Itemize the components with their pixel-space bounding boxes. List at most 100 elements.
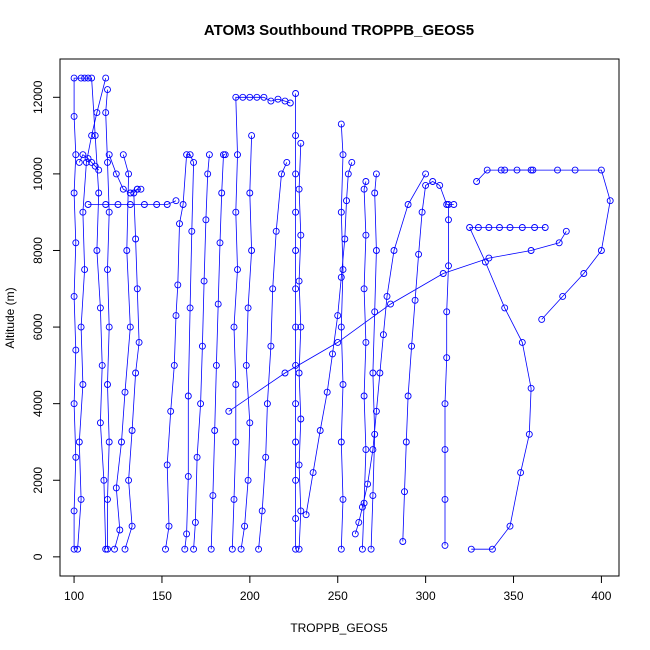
x-tick-label: 400: [591, 589, 611, 603]
data-point: [248, 247, 256, 254]
x-axis-label: TROPPB_GEOS5: [290, 621, 388, 635]
series-line: [402, 181, 454, 542]
series-line: [165, 154, 195, 550]
data-point: [362, 178, 370, 185]
data-point: [128, 427, 136, 434]
data-point: [77, 74, 85, 82]
data-point: [525, 430, 533, 438]
data-point: [518, 338, 526, 346]
data-point: [70, 112, 78, 120]
data-point: [292, 400, 300, 408]
data-point: [72, 151, 80, 159]
data-point: [102, 109, 110, 117]
data-point: [283, 158, 291, 166]
series-line: [73, 77, 107, 550]
data-point: [360, 185, 368, 193]
data-point: [190, 158, 198, 166]
data-point: [334, 338, 342, 346]
data-point: [232, 381, 240, 388]
series-line: [78, 154, 99, 171]
data-point: [263, 400, 271, 408]
data-point: [162, 545, 169, 553]
y-axis: 0 2000 4000 6000 8000 10000 12000: [31, 80, 60, 560]
data-point: [292, 247, 300, 254]
data-point: [376, 369, 384, 377]
data-point: [411, 296, 419, 304]
y-tick-label: 6000: [31, 313, 45, 340]
data-point: [408, 342, 416, 350]
data-point: [362, 338, 370, 346]
data-point: [248, 132, 256, 140]
data-point: [404, 392, 412, 400]
series-24: [501, 166, 614, 323]
data-point: [102, 201, 110, 208]
data-point: [329, 350, 336, 358]
data-point: [372, 407, 380, 415]
data-point: [372, 247, 380, 254]
data-point: [255, 545, 263, 553]
data-point: [116, 526, 124, 534]
data-point: [234, 266, 241, 274]
data-point: [170, 361, 178, 369]
data-point: [445, 201, 452, 208]
data-point: [135, 338, 143, 346]
data-point: [232, 208, 240, 216]
data-point: [443, 201, 451, 208]
data-point: [364, 480, 372, 488]
series-12: [255, 158, 291, 553]
data-point: [104, 266, 111, 274]
data-point: [209, 492, 217, 500]
data-point: [163, 461, 171, 469]
data-point: [555, 239, 563, 247]
data-point: [228, 545, 236, 553]
data-point: [98, 361, 106, 369]
data-point: [339, 266, 347, 274]
data-point: [96, 304, 104, 312]
data-point: [167, 407, 175, 415]
data-point: [297, 231, 305, 239]
data-point: [292, 208, 300, 216]
data-point: [105, 323, 113, 331]
data-point: [125, 476, 133, 484]
series-line: [193, 154, 210, 550]
data-point: [184, 392, 192, 400]
data-point: [379, 331, 387, 339]
y-tick-label: 8000: [31, 237, 45, 264]
series-line: [228, 231, 567, 412]
data-point: [441, 400, 449, 408]
series-16: [337, 120, 347, 553]
data-point: [104, 545, 111, 553]
data-point: [188, 227, 196, 235]
data-point: [497, 166, 505, 174]
data-point: [132, 369, 140, 377]
data-point: [422, 181, 430, 189]
data-point: [292, 170, 300, 178]
series-line: [77, 78, 107, 550]
data-point: [202, 216, 210, 224]
series-15: [302, 158, 356, 519]
data-point: [79, 151, 87, 159]
data-point: [172, 197, 180, 205]
series-line: [340, 124, 344, 550]
data-point: [112, 484, 120, 492]
y-axis-label: Altitude (m): [3, 287, 17, 348]
data-point: [372, 170, 380, 178]
data-point: [562, 227, 570, 235]
data-point: [517, 469, 525, 477]
series-line: [114, 154, 131, 550]
data-point: [501, 304, 509, 312]
data-point: [123, 247, 131, 254]
data-point: [84, 74, 92, 82]
series-19: [351, 170, 430, 538]
data-point: [126, 201, 134, 208]
data-point: [132, 235, 140, 243]
data-point: [214, 300, 222, 308]
data-point: [95, 189, 103, 197]
data-point: [429, 178, 437, 185]
data-point: [297, 139, 305, 147]
data-point: [102, 74, 110, 82]
data-point: [191, 518, 199, 526]
series-26: [105, 151, 141, 197]
data-point: [81, 266, 89, 274]
series-line: [105, 89, 110, 550]
